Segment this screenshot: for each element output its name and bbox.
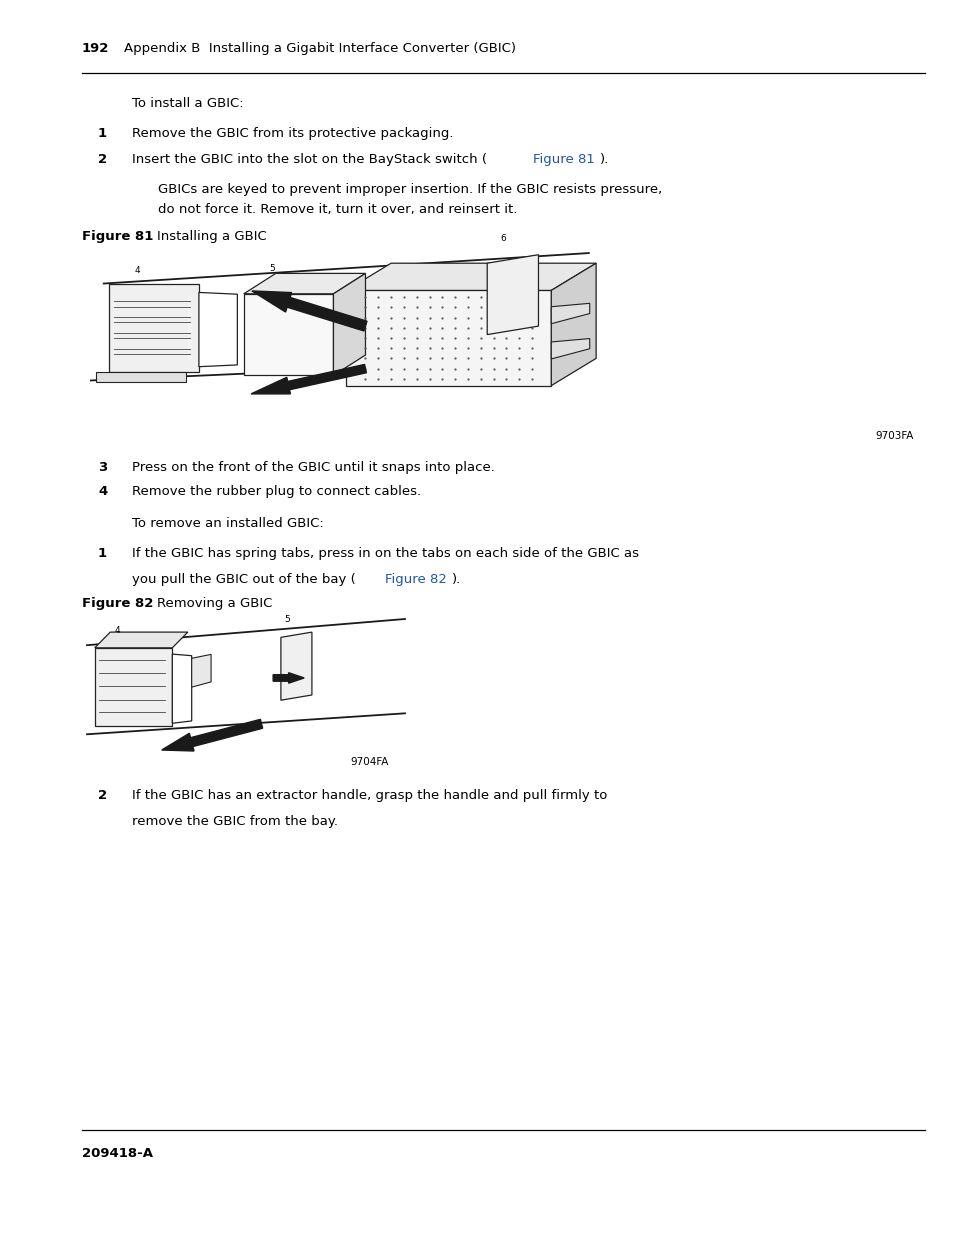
Polygon shape <box>109 284 199 372</box>
Polygon shape <box>334 273 365 375</box>
Text: ).: ). <box>451 573 460 585</box>
Text: 6: 6 <box>499 233 505 243</box>
Text: 9703FA: 9703FA <box>874 431 912 441</box>
Text: Figure 81: Figure 81 <box>82 230 153 243</box>
Text: To remove an installed GBIC:: To remove an installed GBIC: <box>132 517 323 530</box>
Text: you pull the GBIC out of the bay (: you pull the GBIC out of the bay ( <box>132 573 355 585</box>
Text: 3: 3 <box>98 461 107 474</box>
Text: Remove the GBIC from its protective packaging.: Remove the GBIC from its protective pack… <box>132 127 453 140</box>
Polygon shape <box>96 372 186 382</box>
FancyArrow shape <box>161 719 262 751</box>
Text: 5: 5 <box>269 264 274 273</box>
Text: Insert the GBIC into the slot on the BayStack switch (: Insert the GBIC into the slot on the Bay… <box>132 153 486 165</box>
Polygon shape <box>551 338 589 359</box>
Text: Appendix B  Installing a Gigabit Interface Converter (GBIC): Appendix B Installing a Gigabit Interfac… <box>124 42 516 56</box>
Text: 2: 2 <box>98 153 107 165</box>
Polygon shape <box>94 648 172 726</box>
Text: GBICs are keyed to prevent improper insertion. If the GBIC resists pressure,: GBICs are keyed to prevent improper inse… <box>158 183 661 196</box>
Text: Removing a GBIC: Removing a GBIC <box>157 597 273 610</box>
Polygon shape <box>487 254 537 335</box>
Text: remove the GBIC from the bay.: remove the GBIC from the bay. <box>132 815 337 827</box>
Polygon shape <box>280 632 312 700</box>
Text: Press on the front of the GBIC until it snaps into place.: Press on the front of the GBIC until it … <box>132 461 495 474</box>
Text: Figure 82: Figure 82 <box>82 597 153 610</box>
Text: ).: ). <box>599 153 609 165</box>
Text: 1: 1 <box>98 127 107 140</box>
Text: Figure 81: Figure 81 <box>533 153 595 165</box>
Polygon shape <box>551 304 589 324</box>
Polygon shape <box>244 273 365 294</box>
Polygon shape <box>346 263 596 290</box>
Text: 4: 4 <box>114 626 120 635</box>
Polygon shape <box>199 293 237 367</box>
Text: If the GBIC has an extractor handle, grasp the handle and pull firmly to: If the GBIC has an extractor handle, gra… <box>132 789 607 802</box>
FancyArrow shape <box>251 364 366 394</box>
Text: Figure 82: Figure 82 <box>384 573 446 585</box>
Polygon shape <box>172 655 192 724</box>
FancyArrow shape <box>273 673 304 683</box>
Text: Installing a GBIC: Installing a GBIC <box>157 230 267 243</box>
Text: 5: 5 <box>284 615 291 624</box>
Text: 192: 192 <box>82 42 110 56</box>
Polygon shape <box>94 632 188 648</box>
Text: do not force it. Remove it, turn it over, and reinsert it.: do not force it. Remove it, turn it over… <box>158 203 517 216</box>
Text: To install a GBIC:: To install a GBIC: <box>132 98 243 110</box>
Polygon shape <box>192 655 211 687</box>
Text: 4: 4 <box>98 485 107 498</box>
Text: 9704FA: 9704FA <box>351 757 389 767</box>
Polygon shape <box>346 290 551 385</box>
FancyArrow shape <box>252 291 367 331</box>
Text: 209418-A: 209418-A <box>82 1147 152 1160</box>
Text: 1: 1 <box>98 547 107 559</box>
Text: 4: 4 <box>134 266 140 275</box>
Polygon shape <box>551 263 596 385</box>
Polygon shape <box>244 294 334 375</box>
Text: If the GBIC has spring tabs, press in on the tabs on each side of the GBIC as: If the GBIC has spring tabs, press in on… <box>132 547 639 559</box>
Text: 2: 2 <box>98 789 107 802</box>
Text: Remove the rubber plug to connect cables.: Remove the rubber plug to connect cables… <box>132 485 420 498</box>
